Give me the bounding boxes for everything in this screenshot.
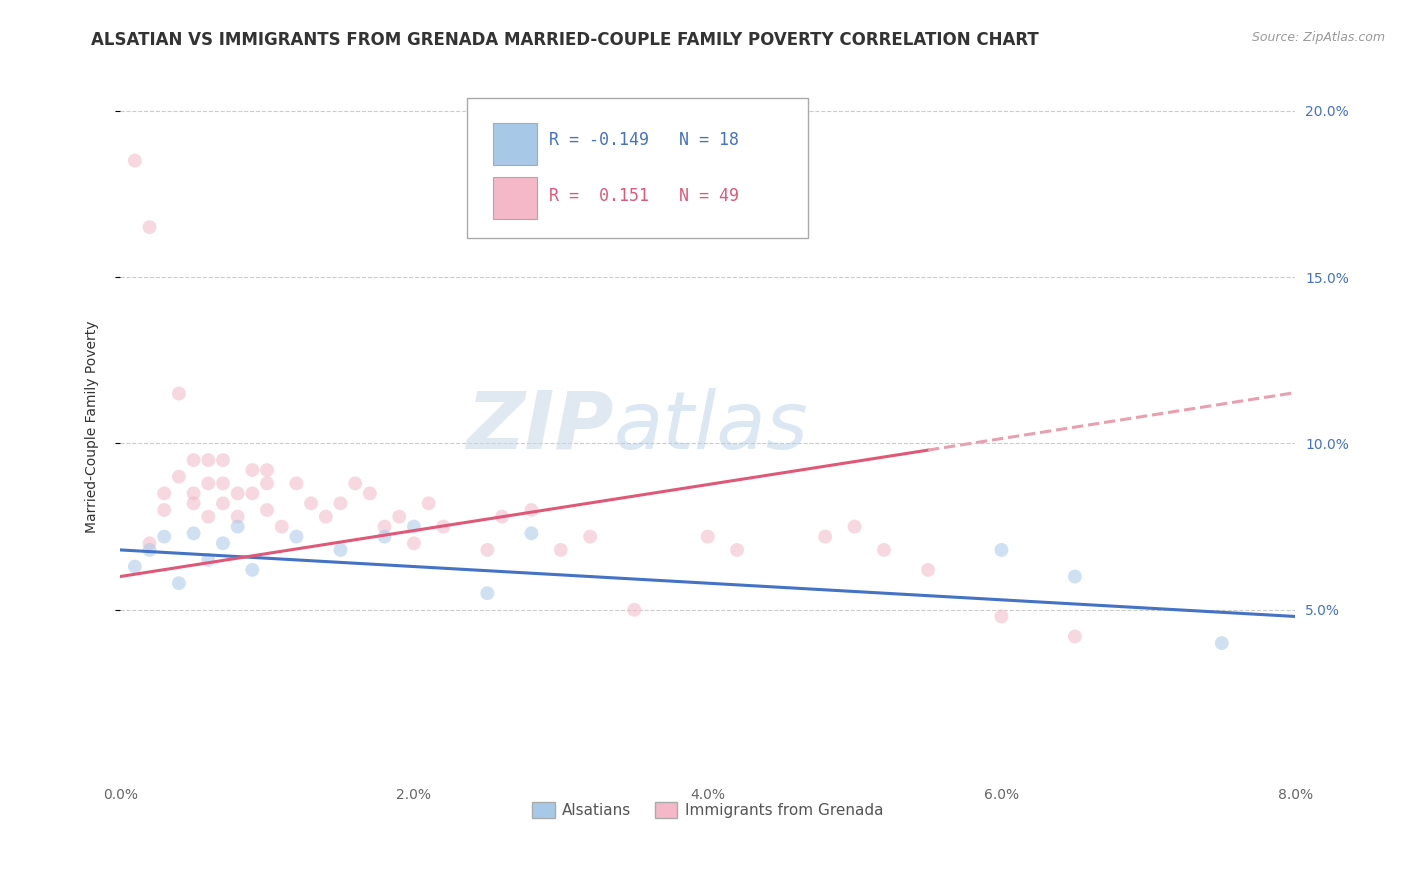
- Point: [418, 496, 440, 510]
- Legend: Alsatians, Immigrants from Grenada: Alsatians, Immigrants from Grenada: [526, 797, 890, 824]
- Point: [917, 563, 939, 577]
- Point: [167, 386, 190, 401]
- Text: Source: ZipAtlas.com: Source: ZipAtlas.com: [1251, 31, 1385, 45]
- Point: [814, 530, 837, 544]
- Point: [402, 536, 425, 550]
- Point: [183, 486, 205, 500]
- FancyBboxPatch shape: [492, 177, 537, 219]
- Point: [359, 486, 381, 500]
- Point: [432, 519, 454, 533]
- Point: [138, 542, 160, 557]
- Point: [623, 603, 645, 617]
- Point: [315, 509, 337, 524]
- Point: [124, 559, 146, 574]
- Point: [696, 530, 718, 544]
- Point: [124, 153, 146, 168]
- Point: [579, 530, 602, 544]
- Point: [183, 496, 205, 510]
- Text: R = -0.149   N = 18: R = -0.149 N = 18: [548, 131, 740, 149]
- Point: [197, 553, 219, 567]
- Point: [138, 220, 160, 235]
- Point: [183, 453, 205, 467]
- Point: [153, 503, 176, 517]
- Text: ALSATIAN VS IMMIGRANTS FROM GRENADA MARRIED-COUPLE FAMILY POVERTY CORRELATION CH: ALSATIAN VS IMMIGRANTS FROM GRENADA MARR…: [91, 31, 1039, 49]
- Point: [299, 496, 322, 510]
- Point: [240, 486, 263, 500]
- Point: [725, 542, 748, 557]
- FancyBboxPatch shape: [492, 123, 537, 165]
- Point: [256, 463, 278, 477]
- Point: [373, 530, 395, 544]
- Point: [491, 509, 513, 524]
- FancyBboxPatch shape: [467, 98, 807, 238]
- Point: [197, 509, 219, 524]
- Point: [1211, 636, 1233, 650]
- Point: [197, 453, 219, 467]
- Point: [212, 453, 235, 467]
- Point: [240, 563, 263, 577]
- Point: [226, 519, 249, 533]
- Point: [183, 526, 205, 541]
- Point: [402, 519, 425, 533]
- Point: [285, 476, 308, 491]
- Text: R =  0.151   N = 49: R = 0.151 N = 49: [548, 187, 740, 205]
- Point: [990, 609, 1012, 624]
- Point: [212, 476, 235, 491]
- Point: [844, 519, 866, 533]
- Point: [477, 586, 499, 600]
- Point: [256, 476, 278, 491]
- Point: [388, 509, 411, 524]
- Point: [329, 496, 352, 510]
- Point: [373, 519, 395, 533]
- Point: [477, 542, 499, 557]
- Point: [1064, 569, 1087, 583]
- Point: [212, 536, 235, 550]
- Point: [873, 542, 896, 557]
- Y-axis label: Married-Couple Family Poverty: Married-Couple Family Poverty: [86, 320, 100, 533]
- Point: [270, 519, 292, 533]
- Point: [520, 526, 543, 541]
- Text: atlas: atlas: [613, 388, 808, 466]
- Point: [153, 486, 176, 500]
- Point: [226, 486, 249, 500]
- Point: [240, 463, 263, 477]
- Point: [285, 530, 308, 544]
- Point: [212, 496, 235, 510]
- Point: [329, 542, 352, 557]
- Point: [256, 503, 278, 517]
- Point: [153, 530, 176, 544]
- Point: [138, 536, 160, 550]
- Point: [344, 476, 367, 491]
- Point: [1064, 629, 1087, 643]
- Text: ZIP: ZIP: [467, 388, 613, 466]
- Point: [226, 509, 249, 524]
- Point: [520, 503, 543, 517]
- Point: [550, 542, 572, 557]
- Point: [167, 576, 190, 591]
- Point: [197, 476, 219, 491]
- Point: [990, 542, 1012, 557]
- Point: [167, 469, 190, 483]
